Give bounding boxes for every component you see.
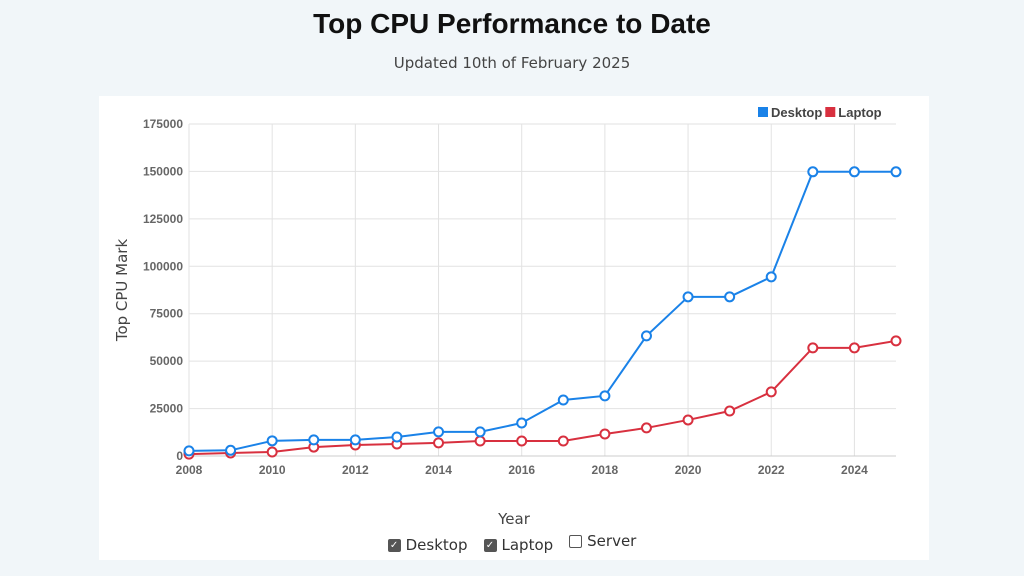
data-point-desktop [433, 426, 445, 438]
data-point-desktop [349, 434, 361, 446]
y-axis-label: Top CPU Mark [113, 239, 131, 343]
x-tick-label: 2022 [758, 463, 785, 477]
legend-swatch-desktop [758, 107, 768, 117]
toggle-server[interactable]: Server [569, 532, 636, 550]
data-point-desktop [848, 166, 860, 178]
y-tick-label: 75000 [150, 307, 184, 321]
x-tick-label: 2020 [675, 463, 702, 477]
data-point-desktop [807, 166, 819, 178]
data-point-laptop [433, 437, 445, 449]
x-tick-label: 2024 [841, 463, 868, 477]
legend-swatch-laptop [825, 107, 836, 117]
data-point-desktop [557, 394, 569, 406]
legend-label-desktop: Desktop [771, 105, 822, 120]
y-tick-label: 25000 [150, 402, 184, 416]
data-point-desktop [225, 444, 237, 456]
x-axis-label: Year [497, 510, 531, 528]
y-tick-label: 50000 [150, 354, 184, 368]
data-point-desktop [516, 417, 528, 429]
data-point-laptop [266, 446, 278, 458]
x-tick-label: 2016 [508, 463, 535, 477]
data-point-laptop [807, 342, 819, 354]
x-tick-label: 2010 [259, 463, 286, 477]
checkbox-icon[interactable]: ✓ [483, 538, 497, 552]
data-point-laptop [890, 335, 902, 347]
data-point-laptop [640, 422, 652, 434]
checkbox-icon[interactable] [569, 534, 583, 548]
data-point-desktop [391, 431, 403, 443]
data-point-desktop [599, 390, 611, 402]
data-point-desktop [308, 434, 320, 446]
data-point-desktop [682, 291, 694, 303]
series-line-laptop [188, 339, 897, 456]
data-point-laptop [765, 386, 777, 398]
y-tick-label: 125000 [143, 212, 183, 226]
data-point-desktop [183, 445, 195, 457]
chart-card [99, 96, 929, 560]
data-point-desktop [765, 271, 777, 283]
page-subtitle: Updated 10th of February 2025 [393, 54, 631, 72]
data-point-desktop [474, 426, 486, 438]
data-point-laptop [848, 342, 860, 354]
checkbox-icon[interactable]: ✓ [387, 538, 401, 552]
x-tick-label: 2008 [176, 463, 203, 477]
toggle-laptop[interactable]: ✓ Laptop [483, 536, 554, 554]
data-point-laptop [682, 414, 694, 426]
data-point-laptop [557, 435, 569, 447]
y-tick-label: 175000 [143, 117, 183, 131]
y-tick-label: 0 [176, 449, 183, 463]
data-point-desktop [266, 435, 278, 447]
x-tick-label: 2014 [425, 463, 452, 477]
series-line-desktop [188, 170, 896, 452]
y-tick-label: 150000 [143, 164, 183, 178]
toggle-desktop[interactable]: ✓ Desktop [387, 536, 468, 554]
data-point-desktop [890, 166, 902, 178]
data-point-desktop [724, 291, 736, 303]
data-point-laptop [474, 435, 486, 447]
data-point-laptop [516, 435, 528, 447]
toggle-label: Laptop [501, 536, 554, 554]
x-tick-label: 2012 [342, 463, 369, 477]
series-toggles: ✓ Desktop ✓ Laptop Server [0, 532, 1024, 554]
data-point-laptop [724, 405, 736, 417]
toggle-label: Server [587, 532, 637, 550]
page-title: Top CPU Performance to Date [313, 8, 711, 39]
data-point-desktop [640, 330, 652, 342]
data-point-laptop [599, 428, 611, 440]
y-tick-label: 100000 [143, 259, 183, 273]
x-tick-label: 2018 [592, 463, 619, 477]
legend-label-laptop: Laptop [838, 105, 881, 120]
toggle-label: Desktop [405, 536, 468, 554]
